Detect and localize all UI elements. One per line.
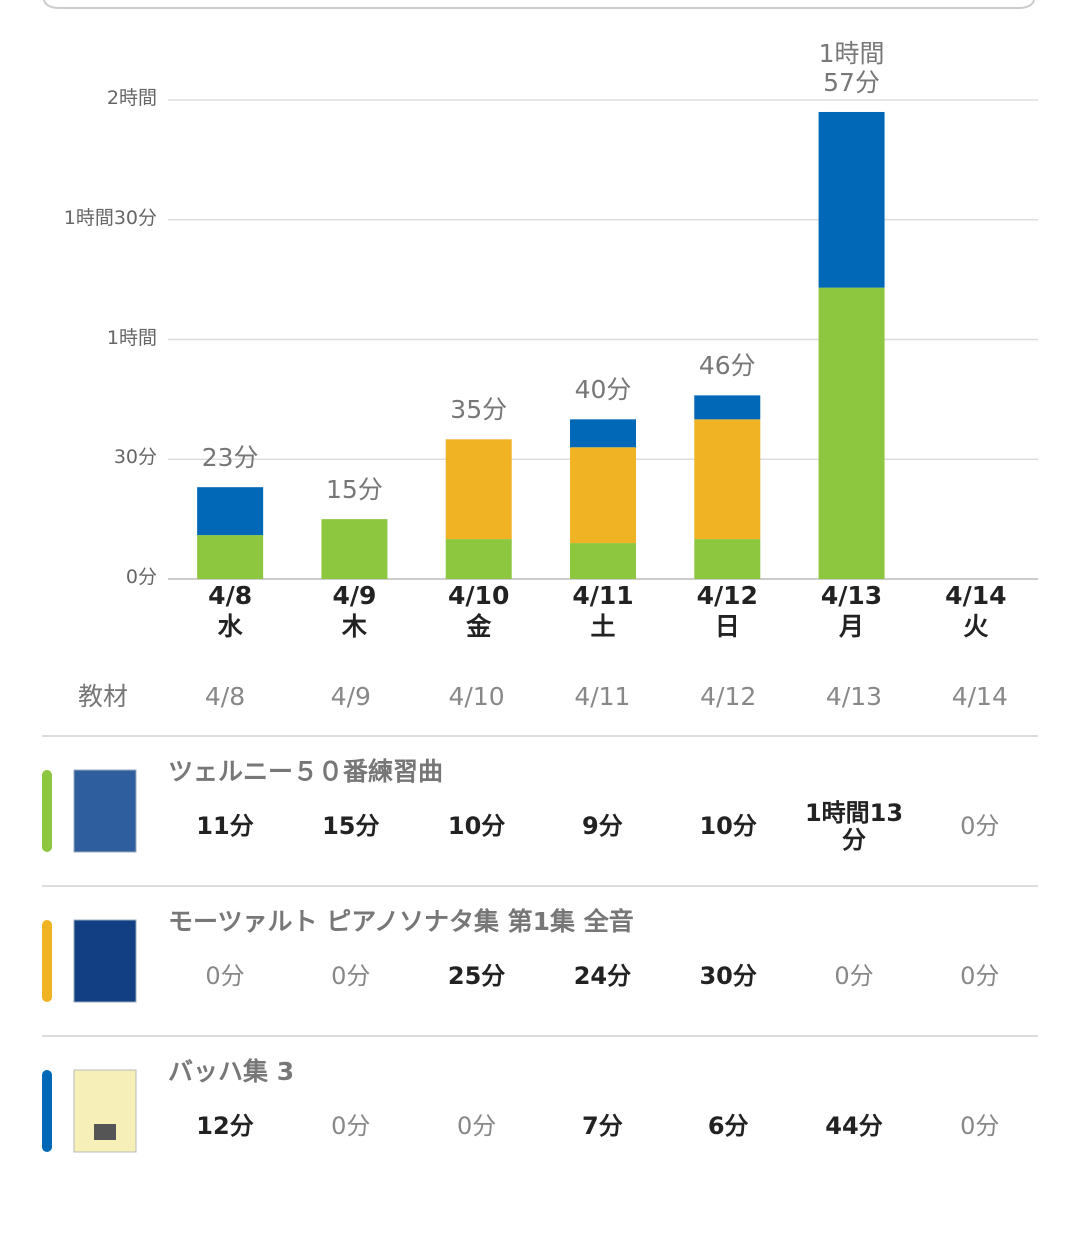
book-thumb: [73, 769, 137, 853]
card-edge: [43, 0, 1035, 9]
table-cell: 24分: [573, 962, 632, 990]
bar-segment: [818, 287, 885, 579]
table-cell: 0分: [456, 1112, 497, 1140]
table-header: 教材: [78, 682, 129, 711]
total-label: 35分: [450, 395, 508, 425]
bar-segment: [694, 539, 761, 579]
bar-segment: [570, 419, 636, 448]
x-tick-weekday: 日: [714, 612, 740, 641]
bar-segment: [445, 539, 512, 579]
x-tick-weekday: 月: [839, 612, 865, 641]
total-label: 23分: [201, 443, 259, 473]
y-tick-label: 30分: [113, 446, 157, 469]
row-color: [42, 770, 52, 852]
bar-segment: [197, 535, 264, 579]
y-tick-label: 1時間: [106, 326, 157, 349]
table-cell: 44分: [825, 1112, 883, 1140]
table-cell: 0分: [331, 1112, 371, 1140]
table-cell: 7分: [582, 1112, 623, 1140]
x-tick-label: 4/8: [208, 581, 253, 610]
row-color: [42, 920, 52, 1002]
x-tick-label: 4/12: [696, 581, 758, 610]
x-tick-weekday: 水: [217, 612, 243, 641]
table-cell: 0分: [960, 1112, 1000, 1140]
total-label: 15分: [326, 475, 383, 505]
bar-segment: [570, 447, 636, 544]
table-cell: 0分: [331, 962, 371, 990]
total-label: 1時間57分: [818, 38, 885, 97]
table-date: 4/13: [825, 682, 883, 711]
table-cell: 15分: [322, 812, 380, 840]
bar-segment: [694, 395, 761, 420]
table-date: 4/11: [574, 682, 631, 711]
row-name: モーツァルト ピアノソナタ集 第1集 全音: [168, 907, 634, 936]
total-label: 46分: [698, 351, 756, 381]
table-cell: 11分: [196, 812, 254, 840]
y-tick-label: 0分: [125, 566, 157, 588]
row-name: バッハ集 3: [168, 1057, 295, 1086]
table-cell: 10分: [447, 812, 506, 840]
table-cell: 1時間13分: [804, 798, 904, 855]
book-thumb-art: [94, 1124, 116, 1140]
table-cell: 0分: [960, 812, 1000, 840]
x-tick-weekday: 金: [466, 612, 492, 641]
table-cell: 10分: [699, 812, 757, 840]
x-tick-label: 4/11: [572, 581, 634, 610]
x-tick-weekday: 火: [963, 612, 989, 641]
table-date: 4/8: [204, 682, 246, 711]
table-cell: 0分: [960, 962, 1000, 990]
bar-segment: [818, 111, 885, 288]
row-name: ツェルニー５０番練習曲: [168, 757, 444, 786]
table-date: 4/10: [448, 682, 505, 711]
table-cell: 12分: [196, 1112, 254, 1140]
table-cell: 25分: [447, 962, 506, 990]
y-tick-label: 2時間: [106, 87, 157, 109]
x-tick-label: 4/10: [448, 581, 510, 610]
book-thumb: [73, 919, 137, 1003]
x-tick-weekday: 土: [590, 612, 616, 641]
x-tick-label: 4/14: [945, 581, 1007, 610]
bar-segment: [445, 439, 512, 540]
row-color: [42, 1070, 52, 1152]
table-date: 4/14: [951, 682, 1008, 711]
x-tick-weekday: 木: [341, 612, 367, 641]
bar-segment: [694, 419, 761, 540]
y-tick-label: 1時間30分: [63, 206, 157, 229]
table-cell: 9分: [582, 812, 623, 840]
table-cell: 30分: [699, 962, 757, 990]
table-date: 4/9: [330, 682, 371, 711]
table-cell: 0分: [205, 962, 245, 990]
table-date: 4/12: [700, 682, 757, 711]
x-tick-label: 4/13: [820, 581, 883, 610]
bar-segment: [321, 519, 388, 579]
x-tick-label: 4/9: [332, 581, 377, 610]
total-label: 40分: [574, 375, 632, 405]
table-cell: 0分: [834, 962, 874, 990]
table-cell: 6分: [707, 1112, 749, 1140]
bar-segment: [570, 543, 636, 579]
bar-segment: [197, 487, 264, 536]
